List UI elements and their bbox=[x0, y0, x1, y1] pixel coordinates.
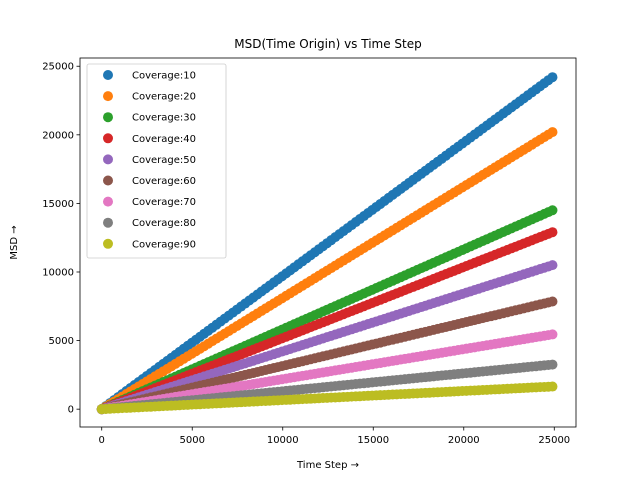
x-tick-label: 5000 bbox=[180, 435, 205, 446]
x-tick-label: 25000 bbox=[538, 435, 570, 446]
data-point bbox=[547, 127, 558, 138]
legend: Coverage:10 Coverage:20 Coverage:30 Coverag… bbox=[86, 63, 227, 259]
legend-marker bbox=[103, 112, 113, 123]
legend-marker bbox=[103, 91, 113, 102]
y-axis-title: MSD → bbox=[9, 225, 20, 259]
legend-item: Coverage:50 bbox=[103, 154, 196, 166]
legend-marker bbox=[103, 175, 113, 186]
series-coverage-90 bbox=[96, 381, 558, 415]
plot-frame bbox=[79, 57, 577, 428]
y-tick-label: 0 bbox=[68, 405, 74, 416]
y-axis: 0 5000 10000 15000 20000 25000 bbox=[42, 62, 80, 416]
legend-item: Coverage:90 bbox=[103, 238, 196, 250]
x-axis: 0 5000 10000 15000 20000 25000 bbox=[99, 427, 570, 446]
y-tick-label: 10000 bbox=[42, 267, 74, 278]
y-tick-label: 5000 bbox=[49, 336, 74, 347]
data-point bbox=[547, 72, 558, 83]
legend-marker bbox=[103, 238, 113, 249]
legend-label: Coverage:80 bbox=[132, 218, 196, 229]
legend-item: Coverage:20 bbox=[103, 91, 196, 103]
legend-marker bbox=[103, 217, 113, 228]
x-tick-label: 0 bbox=[99, 435, 105, 446]
y-tick-label: 20000 bbox=[42, 130, 74, 141]
legend-marker bbox=[103, 196, 113, 207]
data-point bbox=[547, 329, 558, 340]
legend-item: Coverage:10 bbox=[103, 70, 196, 82]
legend-item: Coverage:60 bbox=[103, 175, 196, 187]
points-layer bbox=[96, 72, 558, 415]
data-point bbox=[547, 359, 558, 370]
x-tick-label: 20000 bbox=[448, 435, 480, 446]
legend-label: Coverage:20 bbox=[132, 92, 196, 103]
legend-label: Coverage:60 bbox=[132, 176, 196, 187]
data-point bbox=[547, 381, 558, 392]
y-tick-label: 25000 bbox=[42, 62, 74, 73]
legend-label: Coverage:90 bbox=[132, 239, 196, 250]
series-coverage-20 bbox=[96, 127, 558, 415]
legend-label: Coverage:50 bbox=[132, 155, 196, 166]
legend-item: Coverage:80 bbox=[103, 217, 196, 229]
legend-label: Coverage:10 bbox=[132, 71, 196, 82]
x-tick-label: 15000 bbox=[357, 435, 389, 446]
legend-marker bbox=[103, 154, 113, 165]
legend-marker bbox=[103, 133, 113, 144]
legend-item: Coverage:70 bbox=[103, 196, 196, 208]
legend-box bbox=[86, 63, 227, 259]
data-point bbox=[547, 296, 558, 307]
y-tick-label: 15000 bbox=[42, 199, 74, 210]
x-tick-label: 10000 bbox=[267, 435, 299, 446]
legend-item: Coverage:30 bbox=[103, 112, 196, 124]
series-coverage-40 bbox=[96, 227, 558, 415]
data-point bbox=[547, 205, 558, 216]
legend-label: Coverage:70 bbox=[132, 197, 196, 208]
legend-label: Coverage:30 bbox=[132, 113, 196, 124]
chart-title: MSD(Time Origin) vs Time Step bbox=[234, 37, 422, 51]
x-axis-title: Time Step → bbox=[296, 460, 359, 471]
legend-label: Coverage:40 bbox=[132, 134, 196, 145]
data-point bbox=[547, 260, 558, 271]
data-point bbox=[547, 227, 558, 238]
legend-marker bbox=[103, 70, 113, 80]
legend-item: Coverage:40 bbox=[103, 133, 196, 145]
